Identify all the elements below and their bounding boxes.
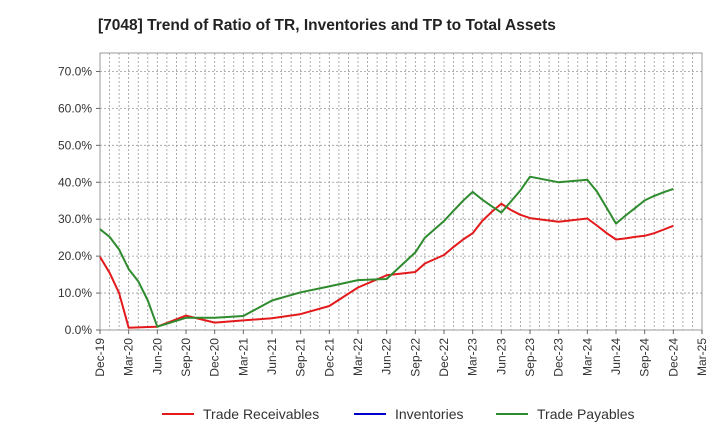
- x-tick-label: Dec-19: [93, 338, 107, 377]
- series-line-trade-payables: [99, 175, 674, 328]
- x-tick-label: Jun-22: [380, 338, 394, 375]
- x-tick-label: Sep-21: [294, 338, 308, 377]
- grid: [100, 53, 702, 330]
- x-tick-label: Dec-23: [552, 338, 566, 377]
- x-tick-label: Jun-20: [150, 338, 164, 375]
- x-tick-label: Sep-24: [638, 338, 652, 377]
- x-tick-label: Jun-21: [265, 338, 279, 375]
- y-tick-label: 20.0%: [58, 249, 92, 263]
- plot-area: [99, 52, 703, 331]
- x-tick-label: Dec-20: [208, 338, 222, 377]
- x-axis: Dec-19 Mar-20 Jun-20 Sep-20 Dec-20 Mar-21 Jun-…: [93, 330, 709, 377]
- y-tick-label: 40.0%: [58, 175, 92, 189]
- series-lines: [99, 175, 674, 329]
- x-tick-label: Jun-24: [609, 338, 623, 375]
- legend-label: Trade Payables: [537, 406, 635, 422]
- y-tick-label: 0.0%: [65, 323, 93, 337]
- x-tick-label: Mar-20: [122, 338, 136, 376]
- legend-label: Inventories: [395, 406, 463, 422]
- x-tick-label: Sep-23: [523, 338, 537, 377]
- x-tick-label: Dec-24: [666, 338, 680, 377]
- x-tick-label: Sep-20: [179, 338, 193, 377]
- x-tick-label: Mar-25: [695, 338, 709, 376]
- x-tick-label: Sep-22: [408, 338, 422, 377]
- y-tick-label: 60.0%: [58, 101, 92, 115]
- x-tick-label: Mar-21: [236, 338, 250, 376]
- legend-label: Trade Receivables: [203, 406, 319, 422]
- y-tick-label: 70.0%: [58, 64, 92, 78]
- y-tick-label: 10.0%: [58, 286, 92, 300]
- y-tick-label: 50.0%: [58, 138, 92, 152]
- x-tick-label: Dec-21: [322, 338, 336, 377]
- x-tick-label: Mar-23: [466, 338, 480, 376]
- y-tick-label: 30.0%: [58, 212, 92, 226]
- x-tick-label: Dec-22: [437, 338, 451, 377]
- x-tick-label: Mar-24: [580, 338, 594, 376]
- y-axis: 0.0% 10.0% 20.0% 30.0% 40.0% 50.0% 60.0% 70.0%: [58, 64, 100, 337]
- x-tick-label: Mar-22: [351, 338, 365, 376]
- chart-title: [7048] Trend of Ratio of TR, Inventories…: [98, 17, 556, 34]
- legend: Trade Receivables Inventories Trade Payabl…: [162, 406, 635, 422]
- x-tick-label: Jun-23: [494, 338, 508, 375]
